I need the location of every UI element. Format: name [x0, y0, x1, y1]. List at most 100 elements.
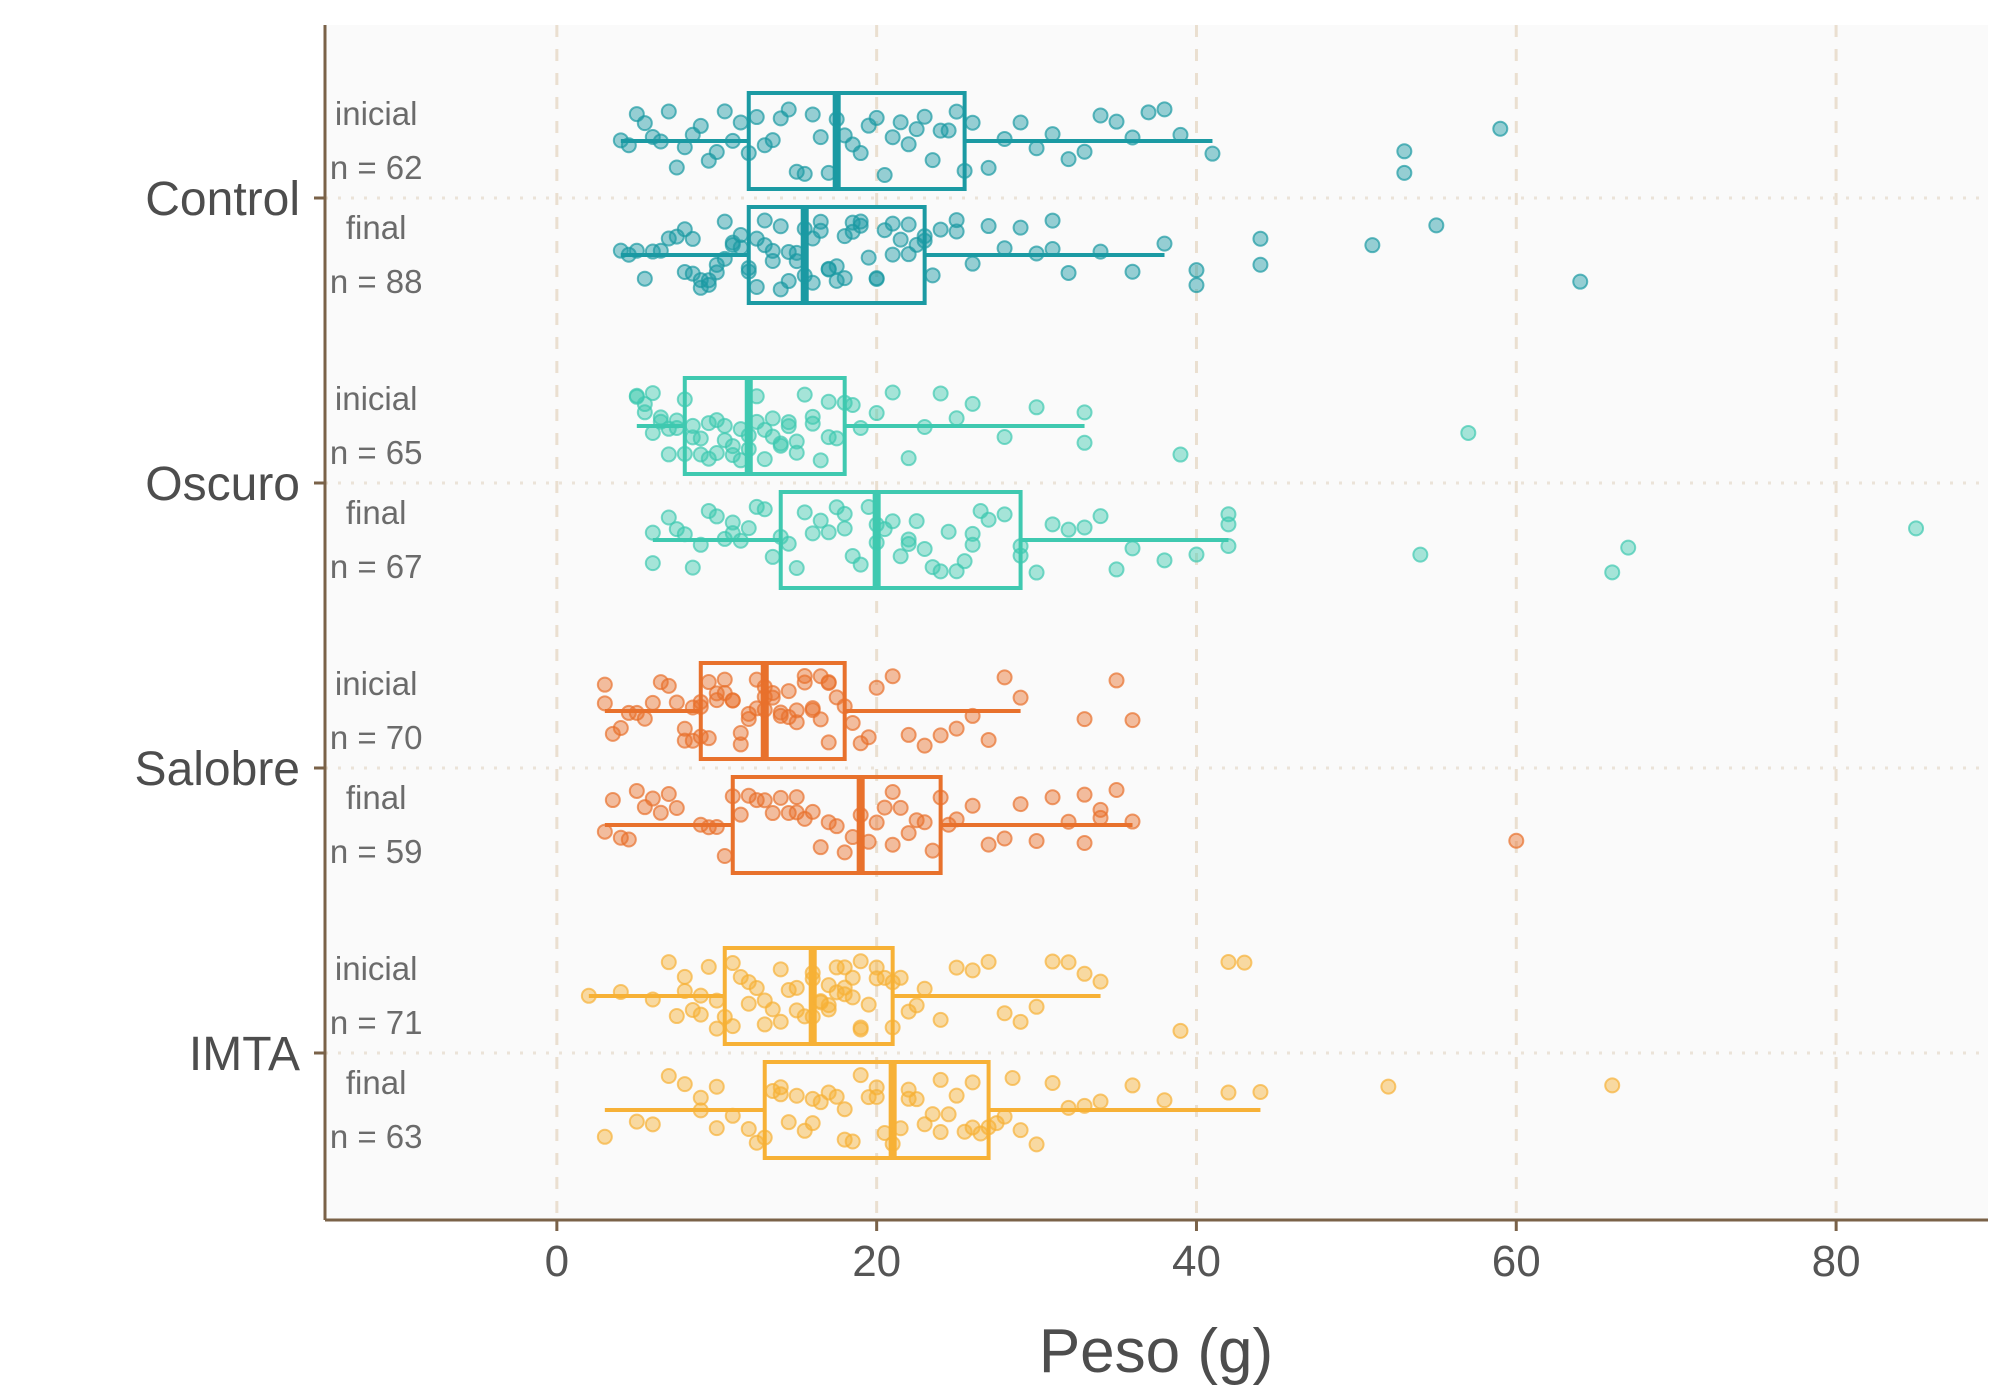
data-point	[924, 152, 941, 169]
data-point	[1188, 277, 1205, 294]
data-point	[820, 1001, 837, 1018]
data-point	[716, 530, 733, 547]
data-point	[916, 737, 933, 754]
data-point	[900, 531, 917, 548]
data-point	[1076, 519, 1093, 536]
data-point	[1220, 506, 1237, 523]
data-point	[1108, 561, 1125, 578]
data-point	[1124, 263, 1141, 280]
data-point	[812, 129, 829, 146]
data-point	[788, 804, 805, 821]
data-point	[652, 804, 669, 821]
data-point	[684, 230, 701, 247]
category-label: Control	[145, 173, 300, 226]
data-point	[740, 1120, 757, 1137]
data-point	[740, 145, 757, 162]
sample-size-label: n = 63	[330, 1118, 423, 1155]
data-point	[948, 212, 965, 229]
data-point	[740, 710, 757, 727]
data-point	[780, 101, 797, 118]
plot-panel	[325, 25, 1988, 1220]
data-point	[1188, 546, 1205, 563]
data-point	[1076, 711, 1093, 728]
data-point	[836, 270, 853, 287]
data-point	[940, 816, 957, 833]
data-point	[660, 954, 677, 971]
data-point	[1060, 954, 1077, 971]
data-point	[676, 983, 693, 1000]
data-point	[1604, 564, 1621, 581]
data-point	[692, 1089, 709, 1106]
data-point	[1060, 151, 1077, 168]
data-point	[700, 276, 717, 293]
data-point	[732, 227, 749, 244]
data-point	[1188, 262, 1205, 279]
data-point	[1156, 101, 1173, 118]
data-point	[740, 520, 757, 537]
data-point	[980, 218, 997, 235]
data-point	[892, 114, 909, 131]
data-point	[1028, 998, 1045, 1015]
data-point	[708, 1078, 725, 1095]
data-point	[932, 1124, 949, 1141]
data-point	[1908, 520, 1925, 537]
data-point	[1004, 1070, 1021, 1087]
data-point	[1252, 1083, 1269, 1100]
data-point	[1028, 564, 1045, 581]
data-point	[780, 273, 797, 290]
box-label: final	[346, 209, 407, 246]
data-point	[764, 1083, 781, 1100]
point-series	[580, 101, 1925, 1153]
data-point	[1044, 789, 1061, 806]
data-point	[812, 222, 829, 239]
data-point	[628, 1113, 645, 1130]
data-point	[804, 700, 821, 717]
data-point	[916, 540, 933, 557]
data-point	[788, 444, 805, 461]
data-point	[868, 1079, 885, 1096]
category-label: Oscuro	[145, 458, 300, 511]
data-point	[756, 451, 773, 468]
data-point	[780, 414, 797, 431]
data-point	[620, 831, 637, 848]
data-point	[900, 450, 917, 467]
box	[698, 661, 847, 761]
data-point	[740, 263, 757, 280]
data-point	[916, 419, 933, 436]
data-point	[940, 122, 957, 139]
data-point	[596, 695, 613, 712]
data-point	[876, 1125, 893, 1142]
data-point	[636, 710, 653, 727]
data-point	[644, 790, 661, 807]
data-point	[660, 446, 677, 463]
data-point	[668, 694, 685, 711]
data-point	[868, 534, 885, 551]
data-point	[884, 1019, 901, 1036]
data-point	[724, 692, 741, 709]
data-point	[860, 996, 877, 1013]
data-point	[644, 1116, 661, 1133]
data-point	[708, 1020, 725, 1037]
data-point	[836, 986, 853, 1003]
data-point	[708, 1120, 725, 1137]
data-point	[884, 384, 901, 401]
data-point	[716, 417, 733, 434]
data-point	[628, 782, 645, 799]
data-point	[596, 823, 613, 840]
data-point	[892, 548, 909, 565]
data-point	[708, 685, 725, 702]
data-point	[700, 730, 717, 747]
data-point	[708, 992, 725, 1009]
data-point	[1028, 1136, 1045, 1153]
data-point	[716, 671, 733, 688]
data-point	[772, 1013, 789, 1030]
data-point	[676, 720, 693, 737]
data-point	[924, 559, 941, 576]
box	[746, 205, 927, 305]
box-label: inicial	[335, 380, 418, 417]
data-point	[964, 536, 981, 553]
data-point	[724, 132, 741, 149]
data-point	[636, 396, 653, 413]
data-point	[788, 244, 805, 261]
data-point	[740, 995, 757, 1012]
